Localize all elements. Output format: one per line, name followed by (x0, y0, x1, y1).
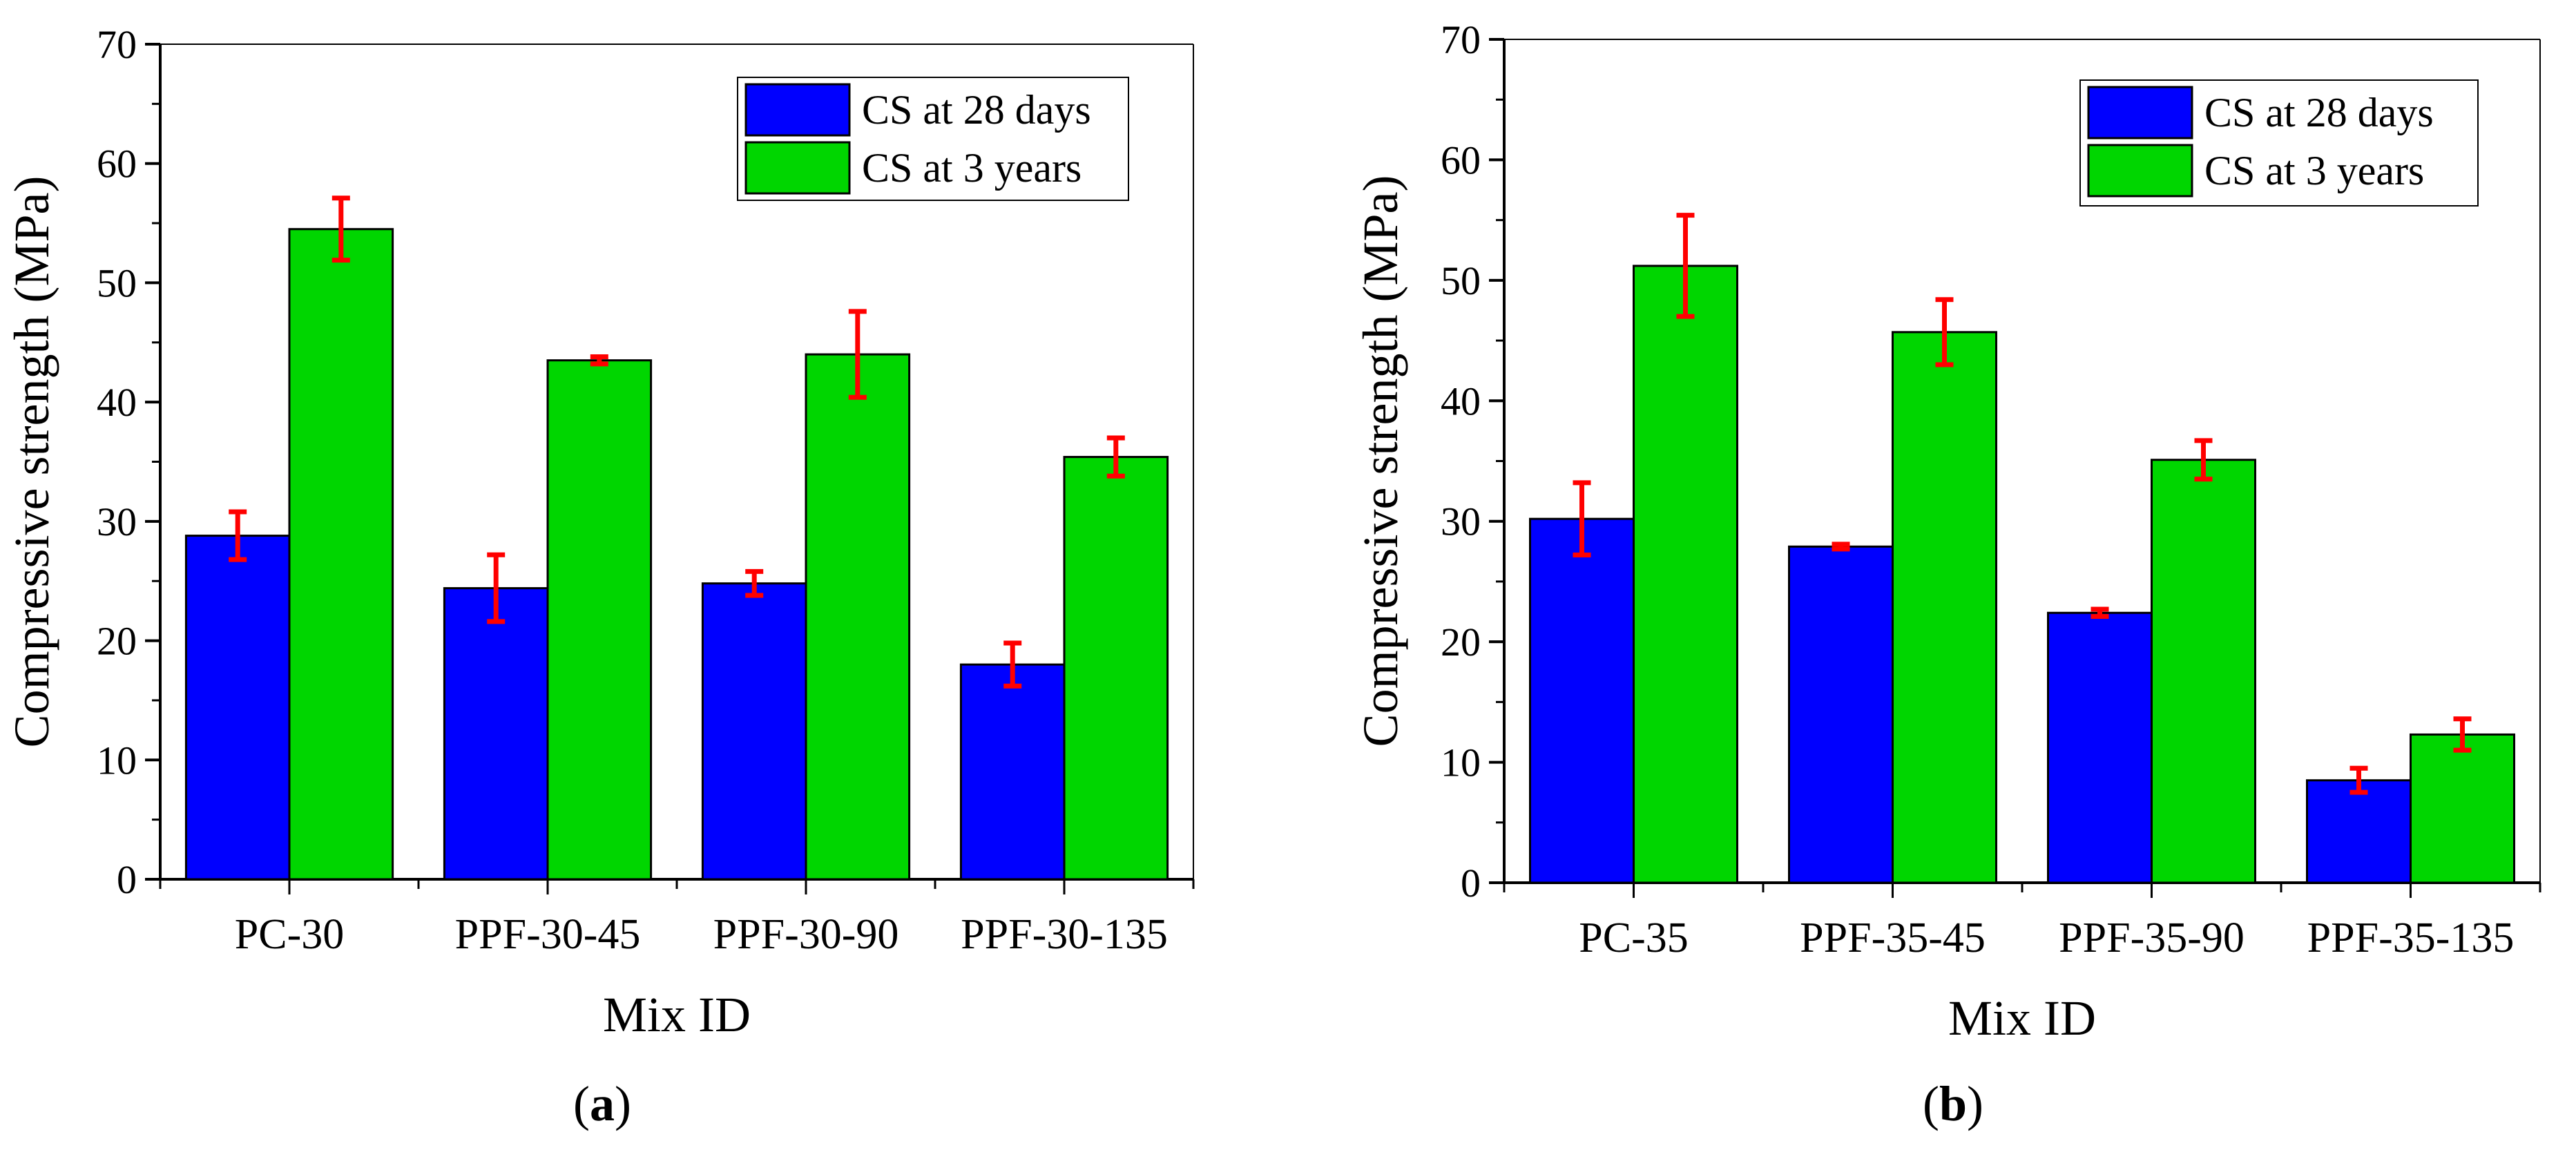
panel-a-category-label: PC-30 (235, 911, 344, 958)
panel-b-y-tick-label: 10 (1441, 740, 1481, 785)
panel-a-category-label: PPF-30-45 (455, 911, 641, 958)
bar-a-pc-30-series-2 (288, 228, 394, 881)
error-bar (590, 354, 608, 367)
panel-b-category-label: PC-35 (1579, 914, 1688, 961)
panel-b-legend-label: CS at 28 days (2204, 90, 2434, 135)
panel-b-legend-label: CS at 3 years (2204, 148, 2424, 193)
bar-b-ppf-35-45-series-2 (1892, 331, 1997, 884)
bar-a-pc-30-series-1 (184, 535, 291, 881)
panel-b-y-tick-label: 0 (1461, 861, 1481, 906)
bar-a-ppf-30-135-series-1 (959, 663, 1066, 881)
error-bar (1832, 542, 1850, 552)
panel-b-x-axis-title: Mix ID (1948, 990, 2096, 1046)
panel-b-y-tick-label: 30 (1441, 499, 1481, 544)
error-bar (487, 552, 506, 624)
panel-b-y-tick-label: 20 (1441, 620, 1481, 664)
panel-b-category-label: PPF-35-90 (2059, 914, 2245, 961)
error-bar (2349, 765, 2368, 795)
error-bar (2453, 716, 2472, 753)
panel-a-x-axis-title: Mix ID (603, 987, 751, 1042)
panel-a-category-label: PPF-30-135 (961, 911, 1168, 958)
panel-a-y-tick-label: 0 (117, 857, 137, 902)
panel-a-y-tick-label: 20 (97, 619, 137, 664)
error-bar (331, 195, 350, 263)
chart-panel-b: 0 10 20 30 40 50 60 70 PC-35 PPF-35-45 PPF-35-90 PP… (1353, 17, 2541, 1131)
error-bar (745, 568, 764, 598)
panel-b-y-tick-label: 50 (1441, 258, 1481, 303)
panel-a-y-tick-label: 70 (97, 22, 137, 67)
panel-a-label: (a) (573, 1076, 631, 1131)
error-bar (2194, 438, 2213, 482)
panel-a-y-axis-title: Compressive strength (MPa) (4, 176, 59, 748)
panel-a-y-tick-label: 50 (97, 260, 137, 305)
panel-b-label: (b) (1923, 1076, 1983, 1131)
bar-b-ppf-35-135-series-1 (2306, 779, 2412, 884)
error-bar (848, 309, 867, 400)
error-bar (229, 509, 247, 562)
error-bar (1573, 480, 1591, 558)
bar-b-ppf-35-90-series-1 (2047, 611, 2153, 884)
error-bar (1676, 213, 1695, 319)
bar-a-ppf-30-135-series-2 (1063, 456, 1169, 881)
error-bar (2090, 606, 2109, 620)
bar-a-ppf-30-90-series-2 (805, 353, 911, 881)
bar-b-ppf-35-135-series-2 (2410, 733, 2515, 884)
panel-a-legend-swatch (744, 83, 851, 137)
panel-a-y-tick-label: 60 (97, 142, 137, 186)
panel-b-y-tick-label: 40 (1441, 379, 1481, 423)
bar-b-ppf-35-90-series-2 (2151, 459, 2256, 884)
panel-b-legend-swatch (2087, 144, 2193, 198)
error-bar (1106, 435, 1125, 479)
panel-b-y-axis-title: Compressive strength (MPa) (1353, 175, 1408, 747)
bar-b-ppf-35-45-series-1 (1788, 545, 1894, 884)
error-bar (1003, 640, 1022, 689)
bar-b-pc-35-series-1 (1529, 517, 1635, 884)
panel-b-category-label: PPF-35-135 (2307, 914, 2515, 961)
error-bar (1935, 297, 1954, 367)
chart-panel-a: 0 10 20 30 40 50 60 70 PC-30 PPF-30-45 PPF-30-90 PP… (4, 22, 1195, 1131)
panel-a-legend-label: CS at 3 years (862, 145, 1082, 191)
panel-a-legend-label: CS at 28 days (862, 87, 1091, 133)
panel-b-y-tick-label: 60 (1441, 137, 1481, 182)
panel-a-category-label: PPF-30-90 (713, 911, 899, 958)
panel-b-y-tick-label: 70 (1441, 17, 1481, 62)
panel-a-y-tick-label: 30 (97, 499, 137, 544)
panel-a-legend-swatch (744, 141, 851, 195)
bar-a-ppf-30-45-series-2 (546, 359, 653, 881)
bar-a-ppf-30-45-series-1 (443, 587, 549, 881)
panel-b-category-label: PPF-35-45 (1800, 914, 1986, 961)
panel-a-y-tick-label: 10 (97, 738, 137, 783)
panel-b-legend-swatch (2087, 86, 2193, 140)
bar-a-ppf-30-90-series-1 (701, 582, 807, 881)
panel-a-y-tick-label: 40 (97, 380, 137, 425)
bar-b-pc-35-series-2 (1633, 265, 1738, 884)
